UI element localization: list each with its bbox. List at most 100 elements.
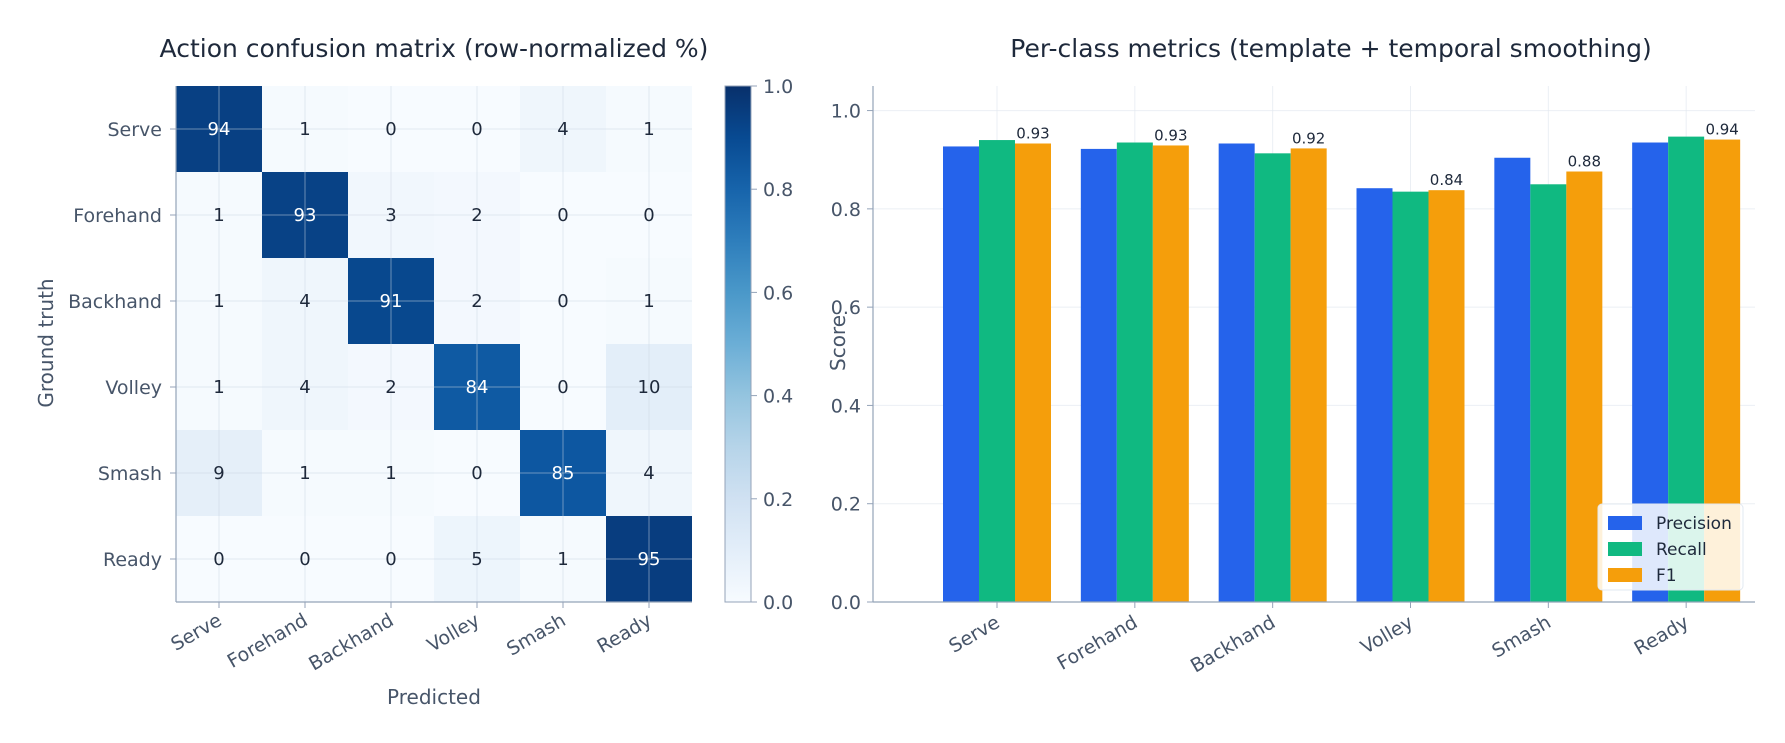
- heatmap-x-tick-label: Smash: [503, 609, 570, 660]
- heatmap-cell-label: 1: [213, 377, 224, 398]
- heatmap-cell-label: 93: [294, 205, 317, 226]
- bar-chart-y-tick-label: 0.8: [831, 199, 861, 221]
- heatmap-x-tick-label: Ready: [593, 609, 655, 658]
- bar-chart-y-tick-label: 0.0: [831, 592, 861, 614]
- colorbar-tick-label: 0.6: [763, 282, 793, 304]
- heatmap-cell-labels: 94 1 0 0 4 11 93 3 2 0 01 4 91 2 0 11 4 2 84 0 109 1 1 0 85 40 0 0 5…: [208, 119, 661, 570]
- heatmap-x-tick-label: Backhand: [305, 609, 397, 675]
- bar-chart-x-tick-label: Serve: [945, 611, 1003, 657]
- legend-swatch: [1608, 516, 1642, 530]
- bar-chart-bars: 0.93 0.93 0.92 0.84 0.88 0.94: [943, 121, 1741, 603]
- heatmap-cell-label: 85: [552, 463, 575, 484]
- heatmap-y-axis-label: Ground truth: [34, 278, 58, 407]
- heatmap-cell-label: 1: [643, 119, 654, 140]
- heatmap-cell-label: 1: [385, 463, 396, 484]
- bar-chart-y-axis-label: Score: [826, 315, 850, 371]
- bar-precision: [1494, 157, 1531, 602]
- colorbar-tick-label: 0.2: [763, 489, 793, 511]
- heatmap-cell-label: 5: [471, 549, 482, 570]
- bar-chart-x-tick-label: Smash: [1488, 611, 1555, 662]
- heatmap-cell-label: 2: [385, 377, 396, 398]
- bar-data-label: 0.88: [1568, 153, 1601, 171]
- colorbar: 0.0 0.2 0.4 0.6 0.8 1.0: [724, 76, 793, 614]
- legend-swatch: [1608, 568, 1642, 582]
- heatmap-cells: [176, 86, 692, 602]
- heatmap-y-tick-label: Forehand: [73, 205, 162, 227]
- heatmap-cell-label: 2: [471, 205, 482, 226]
- confusion-matrix-title: Action confusion matrix (row-normalized …: [160, 34, 709, 63]
- colorbar-tick-label: 0.8: [763, 179, 793, 201]
- bar-chart-y-tick-label: 0.4: [831, 395, 861, 417]
- bar-f1: [1428, 190, 1465, 602]
- bar-chart-x-tick-label: Ready: [1631, 611, 1693, 660]
- bar-chart-title: Per-class metrics (template + temporal s…: [1010, 34, 1651, 63]
- heatmap-cell-label: 1: [213, 291, 224, 312]
- heatmap-cell-label: 2: [471, 291, 482, 312]
- heatmap-cell-label: 4: [557, 119, 568, 140]
- bar-f1: [1015, 143, 1051, 603]
- heatmap-cell-label: 0: [385, 549, 396, 570]
- heatmap-cell-label: 94: [208, 119, 231, 140]
- heatmap-cell-label: 0: [471, 463, 482, 484]
- heatmap-cell-label: 0: [557, 205, 568, 226]
- heatmap-x-tick-label: Forehand: [224, 609, 312, 672]
- bar-f1: [1566, 171, 1603, 602]
- legend-entry-f1[interactable]: F1: [1656, 566, 1677, 586]
- heatmap-cell-label: 0: [471, 119, 482, 140]
- bar-recall: [1254, 153, 1291, 602]
- legend-entry-precision[interactable]: Precision: [1656, 514, 1732, 534]
- heatmap-cell-label: 0: [643, 205, 654, 226]
- bar-recall: [1530, 184, 1567, 603]
- heatmap-x-tick-label: Serve: [167, 609, 225, 655]
- heatmap-cell-label: 0: [299, 549, 310, 570]
- heatmap-cell-label: 1: [557, 549, 568, 570]
- heatmap-cell-label: 84: [466, 377, 489, 398]
- bar-data-label: 0.92: [1292, 129, 1325, 147]
- heatmap-cell-label: 4: [299, 291, 310, 312]
- colorbar-tick-label: 0.4: [763, 386, 793, 408]
- legend-entry-recall[interactable]: Recall: [1656, 540, 1707, 560]
- heatmap-cell-label: 1: [299, 119, 310, 140]
- bar-data-label: 0.94: [1705, 121, 1738, 139]
- bar-chart-y-tick-label: 1.0: [831, 101, 861, 123]
- bar-chart-x-tick-label: Forehand: [1053, 611, 1141, 674]
- colorbar-tick-label: 1.0: [763, 76, 793, 98]
- bar-precision: [1218, 143, 1255, 603]
- heatmap-cell-label: 4: [643, 463, 654, 484]
- heatmap-cell-label: 0: [385, 119, 396, 140]
- heatmap-cell-label: 91: [380, 291, 403, 312]
- confusion-matrix-panel: Action confusion matrix (row-normalized …: [34, 34, 793, 709]
- heatmap-cell-label: 10: [638, 377, 661, 398]
- heatmap-x-tick-label: Volley: [423, 609, 483, 656]
- colorbar-tick-label: 0.0: [763, 592, 793, 614]
- heatmap-x-axis-label: Predicted: [387, 685, 481, 709]
- heatmap-cell-label: 95: [638, 549, 661, 570]
- heatmap-cell-label: 3: [385, 205, 396, 226]
- heatmap-y-tick-label: Ready: [103, 549, 162, 571]
- metrics-bar-chart-panel: Per-class metrics (template + temporal s…: [826, 34, 1755, 677]
- heatmap-cell-label: 4: [299, 377, 310, 398]
- heatmap-cell-label: 0: [557, 377, 568, 398]
- heatmap-cell-label: 0: [213, 549, 224, 570]
- heatmap-y-tick-label: Volley: [105, 377, 162, 399]
- heatmap-y-tick-label: Smash: [98, 463, 162, 485]
- bar-recall: [979, 140, 1015, 603]
- bar-precision: [943, 146, 979, 602]
- bar-recall: [1392, 191, 1429, 602]
- bar-data-label: 0.93: [1154, 126, 1187, 144]
- heatmap-cell-label: 1: [213, 205, 224, 226]
- legend-swatch: [1608, 542, 1642, 556]
- bar-chart-y-tick-label: 0.6: [831, 297, 861, 319]
- bar-data-label: 0.93: [1016, 124, 1049, 142]
- heatmap-cell-label: 0: [557, 291, 568, 312]
- bar-chart-legend[interactable]: Precision Recall F1: [1597, 503, 1744, 591]
- heatmap-y-tick-label: Backhand: [68, 291, 162, 313]
- bar-chart-y-tick-label: 0.2: [831, 494, 861, 516]
- heatmap-cell-label: 9: [213, 463, 224, 484]
- bar-f1: [1152, 145, 1189, 602]
- bar-chart-x-tick-label: Volley: [1357, 611, 1417, 658]
- heatmap-y-tick-label: Serve: [108, 119, 163, 141]
- bar-recall: [1116, 142, 1153, 602]
- bar-data-label: 0.84: [1430, 171, 1463, 189]
